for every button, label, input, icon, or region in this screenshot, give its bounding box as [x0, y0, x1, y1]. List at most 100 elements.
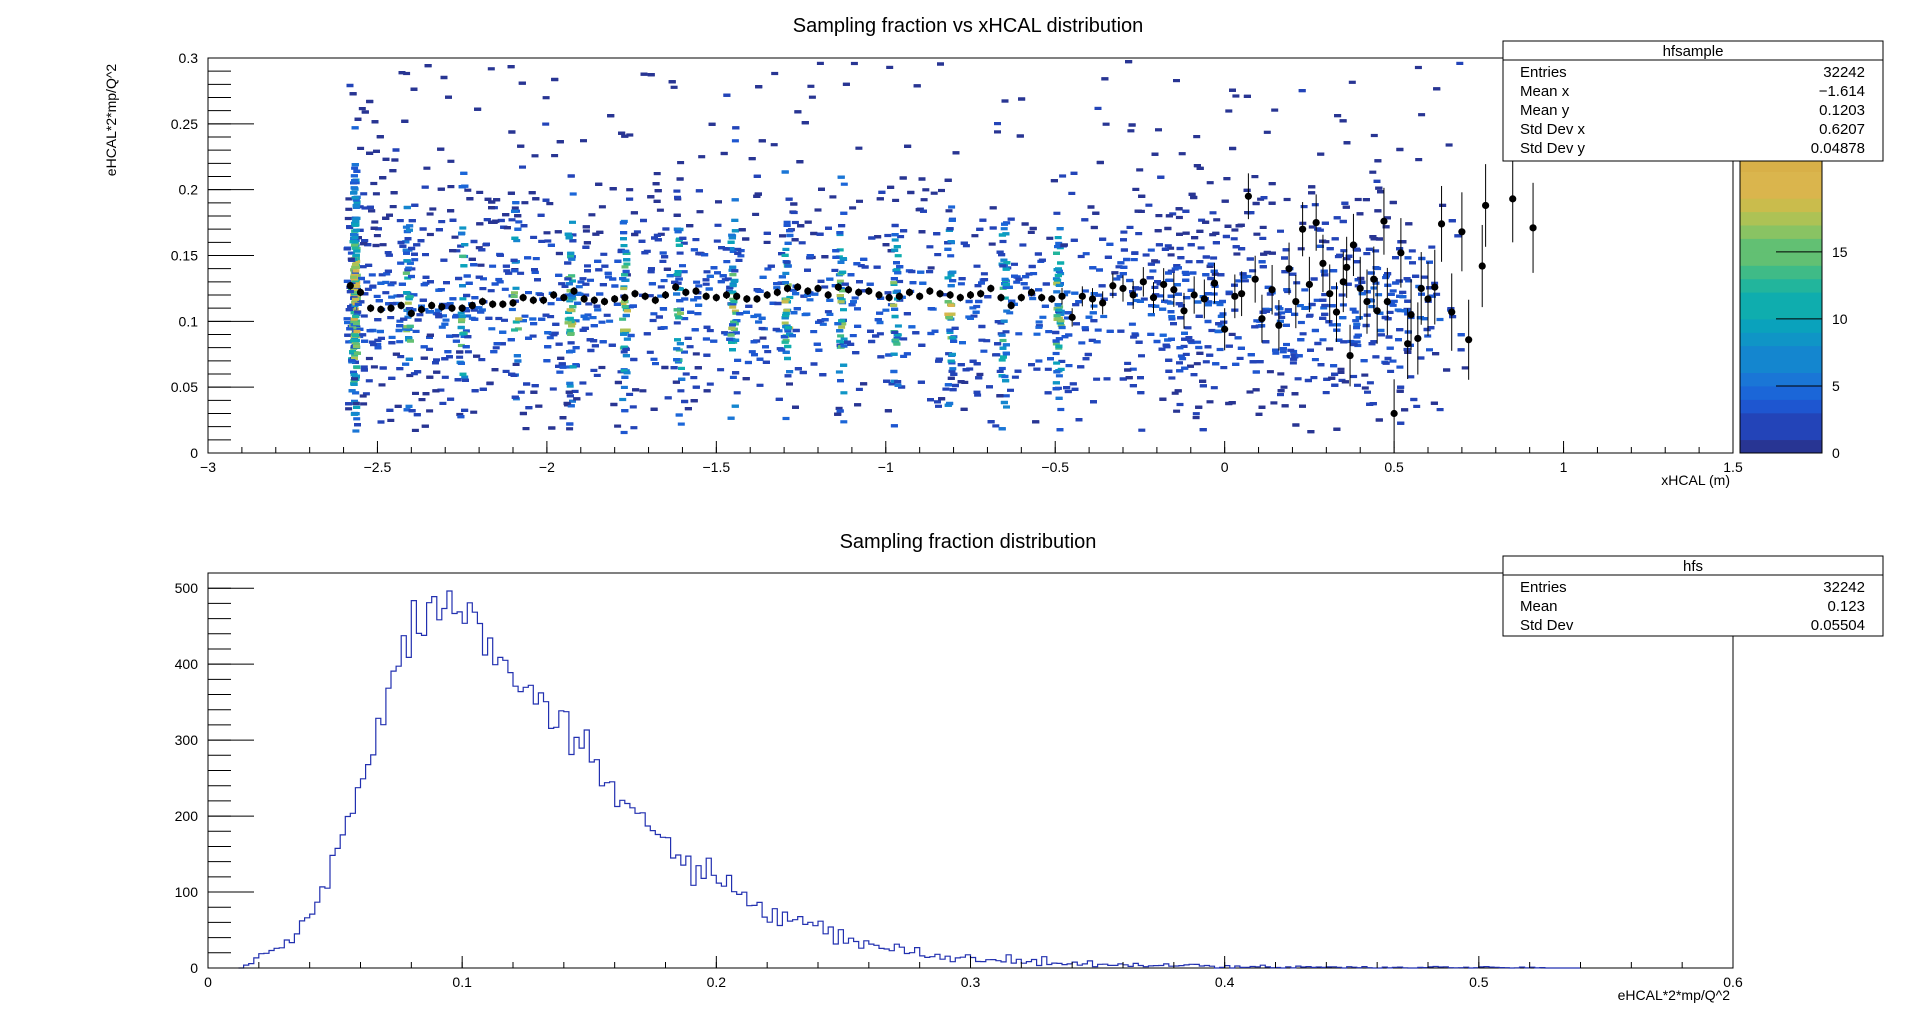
heatmap-cell — [410, 293, 418, 297]
heatmap-cell — [1132, 187, 1140, 191]
heatmap-cell — [1147, 248, 1155, 252]
heatmap-cell — [1252, 388, 1260, 392]
heatmap-cell — [1404, 256, 1412, 260]
heatmap-cell — [508, 372, 516, 376]
heatmap-cell — [758, 139, 766, 143]
heatmap-cell — [1308, 302, 1316, 307]
heatmap-cell — [403, 205, 411, 210]
heatmap-cell — [1353, 326, 1360, 330]
heatmap-cell — [345, 402, 353, 406]
heatmap-cell — [579, 381, 587, 385]
heatmap-cell — [650, 357, 658, 361]
heatmap-cell — [1395, 338, 1402, 342]
heatmap-cell — [626, 392, 634, 396]
heatmap-cell — [1161, 299, 1169, 303]
heatmap-cell — [1294, 377, 1302, 381]
heatmap-cell — [767, 264, 775, 268]
heatmap-cell — [1268, 201, 1276, 205]
heatmap-cell — [1055, 337, 1063, 341]
heatmap-cell — [979, 218, 987, 222]
heatmap-cell — [837, 260, 845, 264]
heatmap-cell — [1232, 94, 1240, 98]
heatmap-cell — [360, 242, 368, 246]
heatmap-cell — [810, 362, 818, 366]
heatmap-cell — [1129, 384, 1137, 388]
heatmap-cell — [1181, 366, 1189, 370]
heatmap-cell — [370, 365, 378, 369]
heatmap-cell — [1135, 340, 1143, 344]
heatmap-cell — [465, 281, 473, 285]
heatmap-cell — [394, 404, 402, 408]
heatmap-cell — [1018, 97, 1026, 101]
heatmap-cell — [676, 287, 684, 291]
heatmap-cell — [942, 387, 950, 391]
heatmap-cell — [374, 318, 382, 322]
heatmap-cell — [894, 380, 902, 384]
heatmap-cell — [1056, 227, 1064, 231]
heatmap-cell — [1035, 320, 1043, 324]
heatmap-cell — [729, 234, 737, 238]
heatmap-cell — [893, 342, 901, 346]
heatmap-cell — [1167, 294, 1175, 298]
heatmap-cell — [1311, 358, 1319, 362]
heatmap-cell — [521, 201, 529, 205]
heatmap-cell — [980, 349, 988, 353]
heatmap-cell — [452, 334, 460, 338]
heatmap-cell — [1003, 405, 1010, 409]
heatmap-cell — [676, 177, 684, 181]
heatmap-cell — [1195, 345, 1203, 350]
heatmap-cell — [1011, 262, 1018, 266]
heatmap-cell — [1370, 133, 1378, 138]
heatmap-cell — [558, 282, 566, 286]
heatmap-cell — [622, 347, 630, 351]
heatmap-cell — [607, 114, 615, 118]
heatmap-cell — [1217, 314, 1225, 318]
heatmap-cell — [694, 312, 702, 316]
heatmap-cell — [1090, 225, 1098, 230]
heatmap-cell — [677, 311, 684, 315]
heatmap-cell — [944, 403, 952, 407]
heatmap-cell — [947, 254, 955, 258]
heatmap-cell — [459, 226, 467, 230]
heatmap-cell — [1077, 254, 1085, 259]
heatmap-cell — [1014, 369, 1022, 373]
heatmap-cell — [550, 333, 558, 337]
heatmap-cell — [572, 346, 580, 350]
heatmap-cell — [438, 220, 446, 224]
heatmap-cell — [488, 200, 496, 204]
heatmap-cell — [976, 372, 984, 376]
heatmap-cell — [1028, 264, 1036, 269]
heatmap-cell — [503, 226, 511, 230]
heatmap-cell — [1120, 238, 1127, 242]
heatmap-cell — [1424, 334, 1432, 338]
heatmap-cell — [1225, 109, 1233, 113]
heatmap-cell — [1173, 283, 1181, 287]
heatmap-cell — [621, 265, 629, 269]
heatmap-cell — [1369, 235, 1377, 239]
heatmap-cell — [996, 250, 1004, 254]
heatmap-cell — [967, 316, 974, 320]
heatmap-cell — [999, 338, 1007, 343]
heatmap-cell — [1002, 343, 1010, 347]
heatmap-cell — [1054, 278, 1062, 282]
heatmap-cell — [475, 275, 483, 279]
heatmap-cell — [473, 354, 481, 358]
heatmap-cell — [1182, 352, 1190, 356]
heatmap-cell — [531, 154, 539, 158]
heatmap-cell — [386, 213, 393, 217]
heatmap-cell — [1164, 338, 1172, 342]
heatmap-cell — [1161, 247, 1169, 251]
heatmap-cell — [1182, 272, 1190, 276]
heatmap-cell — [1135, 232, 1143, 236]
heatmap-cell — [934, 400, 941, 404]
heatmap-cell — [457, 311, 465, 315]
heatmap-cell — [1354, 197, 1362, 202]
heatmap-cell — [379, 366, 387, 370]
heatmap-cell — [611, 284, 619, 288]
heatmap-cell — [502, 369, 510, 373]
heatmap-cell — [1052, 351, 1060, 356]
heatmap-cell — [620, 385, 628, 389]
heatmap-cell — [1352, 247, 1360, 251]
heatmap-cell — [1389, 289, 1397, 293]
heatmap-cell — [1196, 260, 1204, 264]
